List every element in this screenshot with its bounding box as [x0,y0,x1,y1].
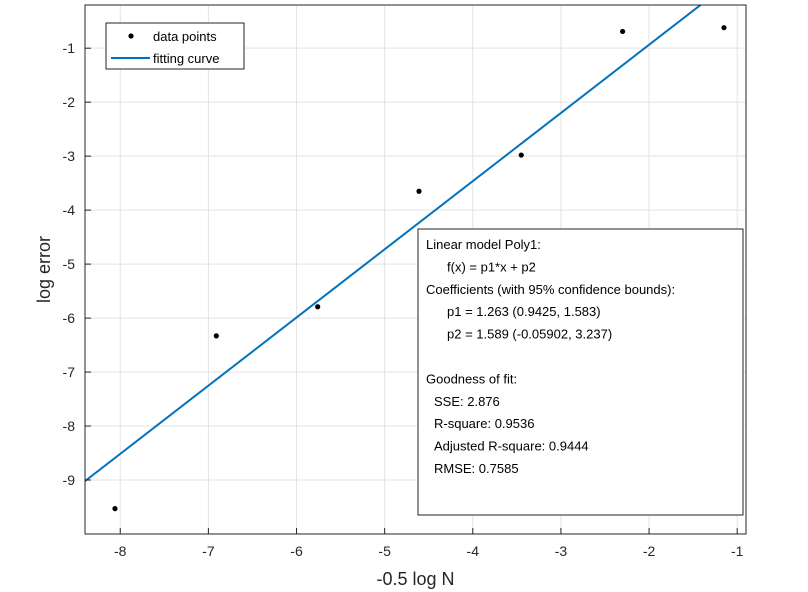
data-point [213,333,219,339]
data-point [416,188,422,194]
y-tick-label: -8 [63,418,76,434]
legend: data points fitting curve [105,22,245,70]
data-point [620,28,626,35]
fit-results-line: R-square: 0.9536 [434,416,534,431]
ticks: -8 -7 -6 -5 -4 -3 -2 -1 -9 -8 -7 -6 -5 -4 -3 -2 -1 [63,40,744,559]
plot-frame [84,4,747,535]
x-tick-label: -2 [643,543,656,559]
fit-results-line: Adjusted R-square: 0.9444 [434,439,589,454]
fit-results-line: Goodness of fit: [426,371,517,386]
x-tick-label: -3 [555,543,568,559]
fit-results-frame [417,228,744,516]
legend-box [105,22,245,70]
fit-results-line: p1 = 1.263 (0.9425, 1.583) [447,304,601,319]
y-tick-label: -6 [63,310,76,326]
legend-label-data-points: data points [153,29,217,44]
x-tick-label: -6 [290,543,303,559]
fit-results-line: Linear model Poly1: [426,237,541,252]
fitting-curve-line [85,5,703,482]
y-axis-title: log error [34,236,54,303]
fit-results-box: Linear model Poly1: f(x) = p1*x + p2 Coeff… [417,228,744,516]
legend-marker-data-points [128,33,134,39]
series-layer [85,5,727,512]
x-axis-title: -0.5 log N [376,569,454,589]
x-tick-label: -4 [467,543,480,559]
data-point [518,152,524,158]
y-tick-label: -9 [63,472,76,488]
y-tick-label: -1 [63,40,76,56]
y-tick-label: -3 [63,148,76,164]
y-tick-label: -7 [63,364,76,380]
y-tick-label: -2 [63,94,76,110]
fit-results-line: f(x) = p1*x + p2 [447,259,536,274]
data-point [315,304,321,310]
fit-results-line: Coefficients (with 95% confidence bounds… [426,282,675,297]
fit-results-line: RMSE: 0.7585 [434,461,519,476]
y-tick-label: -4 [63,202,76,218]
data-point [721,25,727,31]
x-tick-label: -5 [378,543,391,559]
x-tick-label: -8 [114,543,127,559]
x-tick-label: -7 [202,543,215,559]
y-tick-label: -5 [63,256,76,272]
fit-results-line: p2 = 1.589 (-0.05902, 3.237) [447,327,612,342]
data-point [112,506,118,512]
fit-results-line: SSE: 2.876 [434,394,500,409]
x-tick-label: -1 [731,543,744,559]
legend-label-fitting-curve: fitting curve [153,51,219,66]
